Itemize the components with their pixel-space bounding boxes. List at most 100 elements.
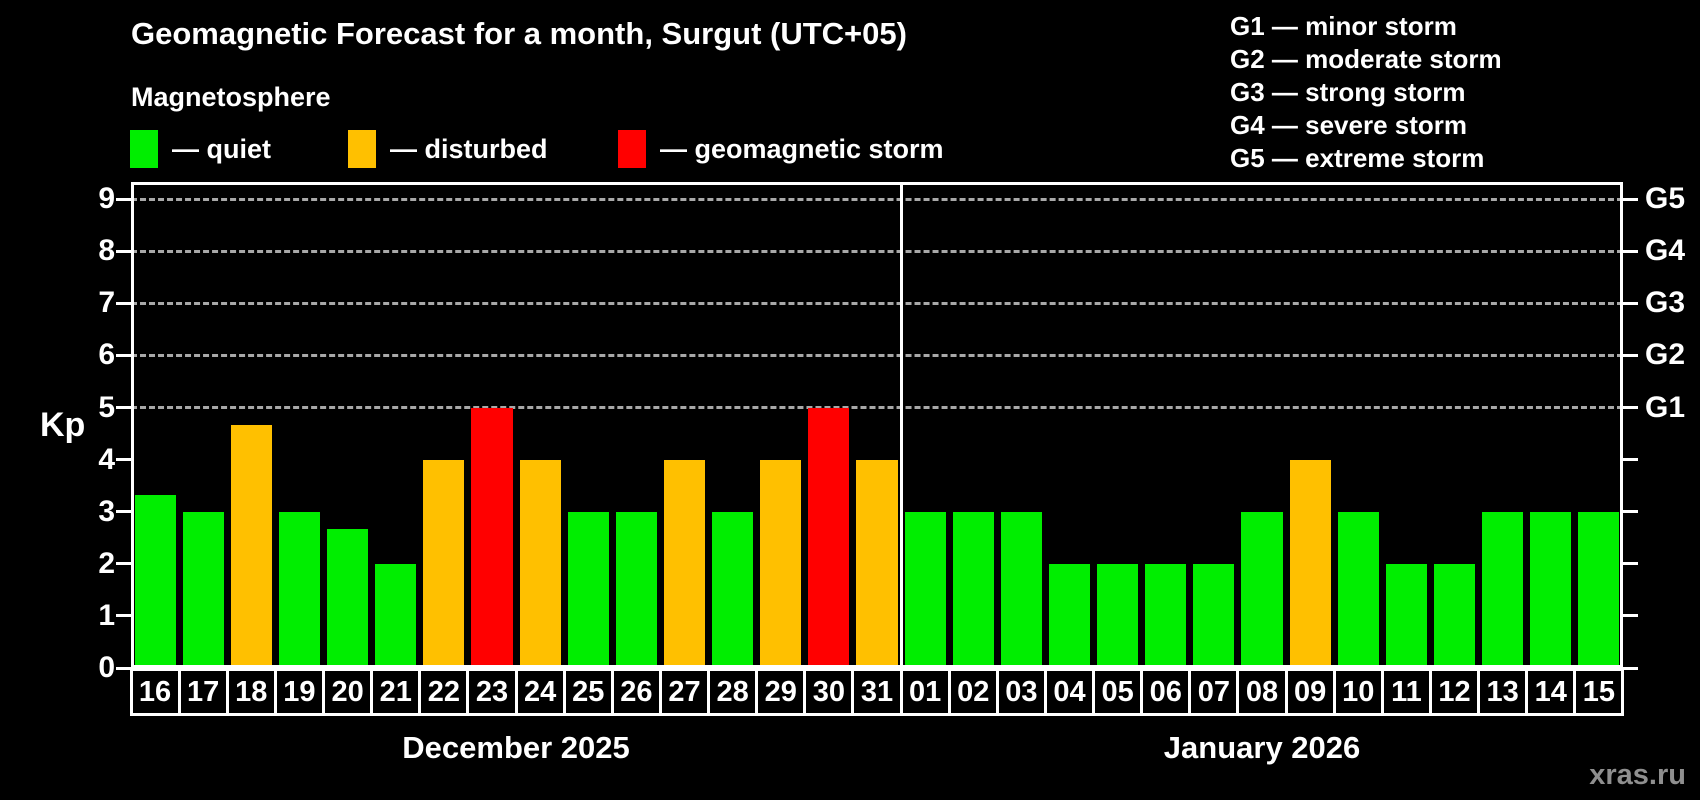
storm-scale-line-3: G3 — strong storm [1230,77,1466,107]
kp-bar-day-29 [760,459,802,668]
kp-bar-day-18 [230,424,272,668]
day-label-12: 12 [1428,668,1481,716]
day-label-09: 09 [1284,668,1336,716]
day-label-27: 27 [658,668,711,716]
kp-bar-day-12 [1433,563,1476,668]
storm-scale-line-1: G1 — minor storm [1230,11,1457,41]
left-tick-kp8 [116,249,131,253]
kp-bar-day-02 [952,511,994,668]
kp-bar-day-09 [1289,459,1331,668]
month-label-left: December 2025 [402,730,630,765]
day-label-03: 03 [995,668,1047,716]
left-tick-kp0 [116,666,131,670]
kp-bar-day-07 [1193,563,1235,668]
kp-bar-day-15 [1578,511,1620,668]
right-tick-kp5 [1623,406,1638,410]
day-label-25: 25 [562,668,614,716]
day-label-11: 11 [1380,668,1432,716]
kp-bar-day-28 [712,511,754,668]
left-axis-label-kp8: 8 [98,234,115,268]
day-label-17: 17 [177,668,229,716]
right-tick-kp1 [1623,614,1638,618]
day-label-04: 04 [1043,668,1096,716]
day-label-29: 29 [755,668,807,716]
kp-bar-day-19 [278,511,320,668]
storm-scale-line-5: G5 — extreme storm [1230,143,1485,173]
right-tick-kp3 [1623,510,1638,514]
kp-bar-day-23 [471,407,513,668]
right-tick-kp2 [1623,562,1638,566]
left-axis-label-kp4: 4 [98,442,115,476]
page-title: Geomagnetic Forecast for a month, Surgut… [131,16,907,51]
kp-bar-day-06 [1145,563,1187,668]
left-axis-label-kp1: 1 [98,598,115,632]
left-tick-kp6 [116,353,131,357]
left-axis-label-kp9: 9 [98,182,115,216]
kp-bar-day-20 [327,528,369,668]
day-label-23: 23 [466,668,518,716]
left-tick-kp2 [116,562,131,566]
day-label-31: 31 [851,668,903,716]
right-tick-kp9 [1623,197,1638,201]
right-axis-label-g3: G3 [1645,286,1686,320]
day-label-21: 21 [370,668,422,716]
day-label-15: 15 [1573,668,1625,716]
kp-axis-title: Kp [40,406,86,444]
right-tick-kp0 [1623,666,1638,670]
month-label-right: January 2026 [1163,730,1361,765]
gridline-kp6 [131,353,1623,357]
disturbed-swatch-icon [348,130,376,168]
kp-bar-day-08 [1241,511,1283,668]
left-tick-kp4 [116,458,131,462]
legend-item-quiet: — quiet [130,129,271,169]
kp-bar-day-13 [1482,511,1524,668]
kp-bar-day-01 [904,511,946,668]
right-tick-kp8 [1623,249,1638,253]
left-tick-kp5 [116,406,131,410]
storm-scale-legend: G1 — minor storm G2 — moderate storm G3 — … [1230,10,1502,175]
day-label-26: 26 [610,668,662,716]
day-label-02: 02 [947,668,999,716]
kp-bar-day-27 [663,459,706,668]
right-axis-label-g4: G4 [1645,234,1686,268]
kp-bar-day-22 [423,459,465,668]
kp-bar-day-24 [519,459,561,668]
legend-label-disturbed: — disturbed [390,133,548,164]
day-label-19: 19 [273,668,325,716]
day-label-16: 16 [129,668,181,716]
day-label-30: 30 [803,668,855,716]
kp-bar-day-05 [1097,563,1139,668]
kp-bar-day-03 [1000,511,1042,668]
left-tick-kp1 [116,614,131,618]
day-label-10: 10 [1332,668,1384,716]
storm-scale-line-2: G2 — moderate storm [1230,44,1502,74]
storm-scale-line-4: G4 — severe storm [1230,110,1468,140]
legend-item-storm: — geomagnetic storm [618,129,944,169]
day-label-01: 01 [899,668,951,716]
gridline-kp5 [131,406,1623,410]
plot-area: 0 1 2 3 4 5 6 7 8 9 G1 G2 G3 G4 G5 [98,182,1685,684]
day-label-28: 28 [707,668,759,716]
kp-bar-day-04 [1048,563,1091,668]
left-tick-kp9 [116,197,131,201]
gridline-kp8 [131,249,1623,253]
day-label-18: 18 [225,668,277,716]
day-axis: 16 17 18 19 20 21 22 23 24 25 26 27 28 29 30 31 01 02 03 04… [129,668,1625,716]
month-divider-line [899,182,903,668]
kp-bar-day-14 [1530,511,1572,668]
kp-bar-day-30 [808,407,850,668]
gridline-kp7 [131,301,1623,305]
watermark: xras.ru [1589,759,1686,791]
left-axis-label-kp0: 0 [98,651,115,684]
day-label-06: 06 [1140,668,1192,716]
legend-label-storm: — geomagnetic storm [660,133,944,164]
legend-label-quiet: — quiet [172,133,271,164]
day-label-05: 05 [1092,668,1144,716]
left-tick-kp7 [116,301,131,305]
day-label-13: 13 [1477,668,1529,716]
left-axis-label-kp5: 5 [98,390,115,424]
kp-bar-day-11 [1385,563,1427,668]
kp-bar-day-17 [182,511,224,668]
magnetosphere-label: Magnetosphere [131,82,331,112]
